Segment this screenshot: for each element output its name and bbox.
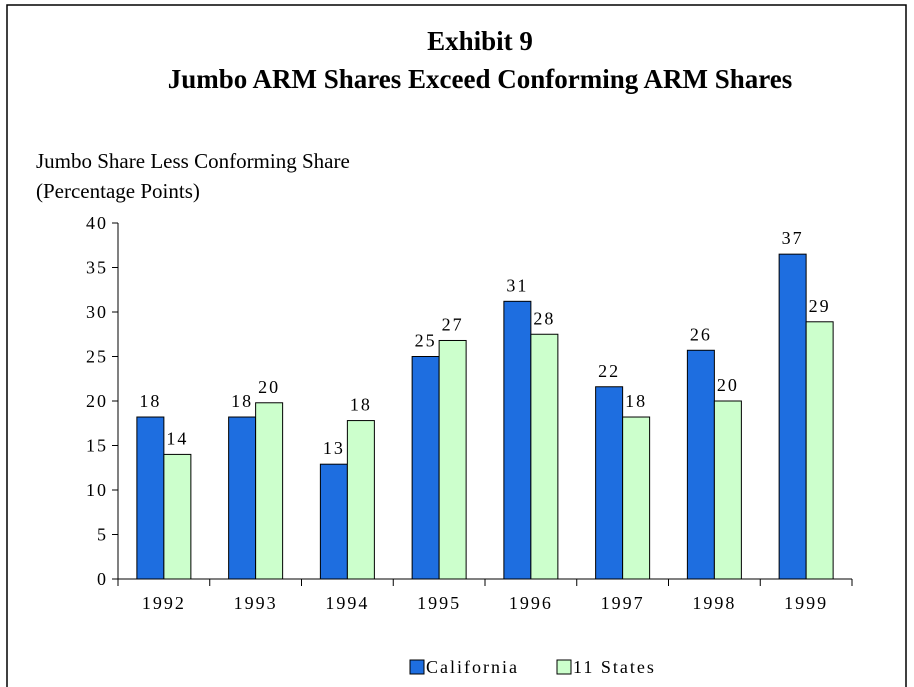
x-tick-label: 1998	[692, 593, 736, 613]
bar	[255, 402, 284, 580]
legend-swatch	[556, 659, 572, 675]
chart-title: Exhibit 9	[427, 26, 533, 56]
x-tick-label: 1995	[417, 593, 461, 613]
y-tick-label: 25	[86, 347, 108, 367]
chart-subtitle: Jumbo ARM Shares Exceed Conforming ARM S…	[168, 64, 793, 94]
data-label: 14	[166, 428, 188, 448]
bar	[805, 321, 834, 580]
data-label: 18	[231, 391, 253, 411]
bar	[503, 300, 532, 580]
data-label: 31	[506, 275, 528, 295]
x-tick-label: 1996	[509, 593, 553, 613]
y-tick-label: 40	[86, 213, 108, 233]
data-label: 28	[533, 308, 555, 328]
x-tick-label: 1997	[601, 593, 645, 613]
legend-swatch	[409, 659, 425, 675]
legend-label: California	[426, 657, 519, 677]
bar	[411, 356, 440, 580]
y-tick-label: 15	[86, 436, 108, 456]
data-label: 20	[258, 377, 280, 397]
x-tick-label: 1993	[234, 593, 278, 613]
bar	[595, 386, 624, 580]
bar	[228, 416, 257, 580]
y-axis-title: (Percentage Points)	[36, 179, 200, 203]
x-tick-label: 1999	[784, 593, 828, 613]
bar	[778, 253, 807, 580]
data-label: 26	[690, 324, 712, 344]
data-label: 25	[415, 331, 437, 351]
bar	[163, 453, 192, 580]
y-axis-title: Jumbo Share Less Conforming Share	[36, 149, 350, 173]
legend-label: 11 States	[573, 657, 656, 677]
y-tick-label: 5	[97, 525, 108, 545]
bar	[713, 400, 742, 580]
y-tick-label: 30	[86, 302, 108, 322]
bar	[319, 463, 348, 580]
data-label: 27	[442, 314, 464, 334]
bar	[438, 339, 467, 580]
data-label: 13	[323, 438, 345, 458]
y-tick-label: 35	[86, 258, 108, 278]
y-tick-label: 10	[86, 480, 108, 500]
x-tick-label: 1994	[325, 593, 369, 613]
data-label: 37	[782, 228, 804, 248]
bar	[530, 333, 559, 580]
bar	[136, 416, 165, 580]
y-tick-label: 0	[97, 569, 108, 589]
data-label: 29	[809, 296, 831, 316]
data-label: 18	[350, 395, 372, 415]
y-tick-label: 20	[86, 391, 108, 411]
bar	[686, 349, 715, 580]
data-label: 22	[598, 361, 620, 381]
data-label: 18	[139, 391, 161, 411]
data-label: 20	[717, 375, 739, 395]
data-label: 18	[625, 391, 647, 411]
x-tick-label: 1992	[142, 593, 186, 613]
bar	[622, 416, 651, 580]
bar	[346, 420, 375, 580]
